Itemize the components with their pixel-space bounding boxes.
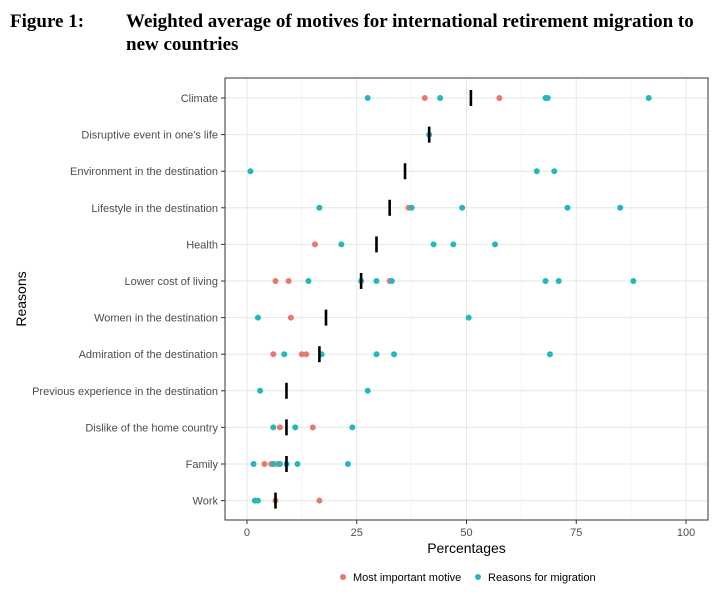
y-category-label: Climate: [181, 93, 218, 105]
point-reasons-for-migration: [430, 241, 437, 248]
point-most-important-motive: [261, 461, 268, 467]
point-reasons-for-migration: [254, 497, 261, 504]
point-reasons-for-migration: [465, 314, 472, 321]
point-reasons-for-migration: [450, 241, 457, 248]
point-most-important-motive: [285, 278, 292, 284]
x-tick-label: 25: [351, 527, 363, 539]
point-reasons-for-migration: [492, 241, 499, 248]
point-reasons-for-migration: [533, 168, 540, 175]
point-reasons-for-migration: [373, 278, 380, 284]
figure-title: Weighted average of motives for internat…: [126, 11, 694, 55]
point-reasons-for-migration: [270, 424, 277, 431]
point-reasons-for-migration: [544, 95, 551, 101]
y-category-label: Previous experience in the destination: [32, 386, 218, 398]
figure-label: Figure 1:: [10, 11, 85, 32]
point-reasons-for-migration: [546, 351, 553, 358]
point-most-important-motive: [287, 314, 294, 321]
point-reasons-for-migration: [645, 95, 652, 101]
y-category-label: Environment in the destination: [70, 166, 218, 178]
point-reasons-for-migration: [305, 278, 312, 284]
point-most-important-motive: [303, 351, 310, 358]
x-tick-label: 50: [460, 527, 472, 539]
legend-label: Most important motive: [353, 572, 461, 584]
point-reasons-for-migration: [349, 424, 356, 431]
point-most-important-motive: [270, 351, 277, 358]
point-reasons-for-migration: [344, 461, 351, 467]
point-reasons-for-migration: [564, 204, 571, 211]
point-reasons-for-migration: [388, 278, 395, 284]
y-category-label: Lower cost of living: [124, 276, 218, 288]
point-most-important-motive: [298, 351, 305, 358]
y-category-label: Lifestyle in the destination: [91, 203, 218, 215]
x-tick-label: 100: [677, 527, 695, 539]
point-reasons-for-migration: [276, 461, 283, 467]
point-reasons-for-migration: [250, 461, 257, 467]
point-reasons-for-migration: [364, 95, 371, 101]
point-reasons-for-migration: [364, 387, 371, 394]
y-axis-category-labels: Climate Disruptive event in one's life Env…: [32, 93, 225, 508]
point-reasons-for-migration: [270, 461, 277, 467]
legend: Most important motive Reasons for migrati…: [340, 572, 596, 584]
point-reasons-for-migration: [551, 168, 558, 175]
weighted-average-marks: [274, 90, 473, 509]
point-reasons-for-migration: [555, 278, 562, 284]
x-tick-label: 0: [244, 527, 250, 539]
point-reasons-for-migration: [542, 278, 549, 284]
point-reasons-for-migration: [630, 278, 637, 284]
point-most-important-motive: [421, 95, 428, 101]
y-category-label: Health: [186, 239, 218, 251]
point-reasons-for-migration: [281, 351, 288, 358]
x-tick-label: 75: [570, 527, 582, 539]
legend-key-reasons-for-migration: [475, 574, 481, 580]
point-most-important-motive: [309, 424, 316, 431]
point-reasons-for-migration: [294, 461, 301, 467]
y-category-label: Women in the destination: [94, 313, 218, 325]
point-most-important-motive: [496, 95, 503, 101]
point-reasons-for-migration: [391, 351, 398, 358]
point-reasons-for-migration: [408, 204, 415, 211]
x-axis-ticks: 0 25 50 75 100: [244, 520, 695, 539]
point-reasons-for-migration: [292, 424, 299, 431]
y-category-label: Family: [186, 459, 219, 471]
y-category-label: Disruptive event in one's life: [81, 130, 218, 142]
point-reasons-for-migration: [247, 168, 254, 175]
point-most-important-motive: [316, 497, 323, 504]
point-reasons-for-migration: [316, 204, 323, 211]
y-category-label: Work: [193, 496, 219, 508]
point-reasons-for-migration: [338, 241, 345, 248]
point-most-important-motive: [312, 241, 319, 248]
x-axis-title: Percentages: [427, 540, 506, 556]
point-reasons-for-migration: [254, 314, 261, 321]
point-most-important-motive: [276, 424, 283, 431]
data-points: [247, 95, 652, 504]
point-reasons-for-migration: [373, 351, 380, 358]
y-category-label: Admiration of the destination: [79, 349, 218, 361]
plot-panel-border: [224, 77, 709, 521]
y-category-label: Dislike of the home country: [85, 422, 218, 434]
grid-lines: [225, 78, 708, 520]
point-reasons-for-migration: [617, 204, 624, 211]
point-most-important-motive: [272, 278, 279, 284]
point-reasons-for-migration: [459, 204, 466, 211]
point-reasons-for-migration: [257, 387, 264, 394]
point-reasons-for-migration: [437, 95, 444, 101]
legend-key-most-important-motive: [340, 574, 346, 580]
y-axis-title: Reasons: [13, 271, 29, 326]
legend-label: Reasons for migration: [488, 572, 596, 584]
